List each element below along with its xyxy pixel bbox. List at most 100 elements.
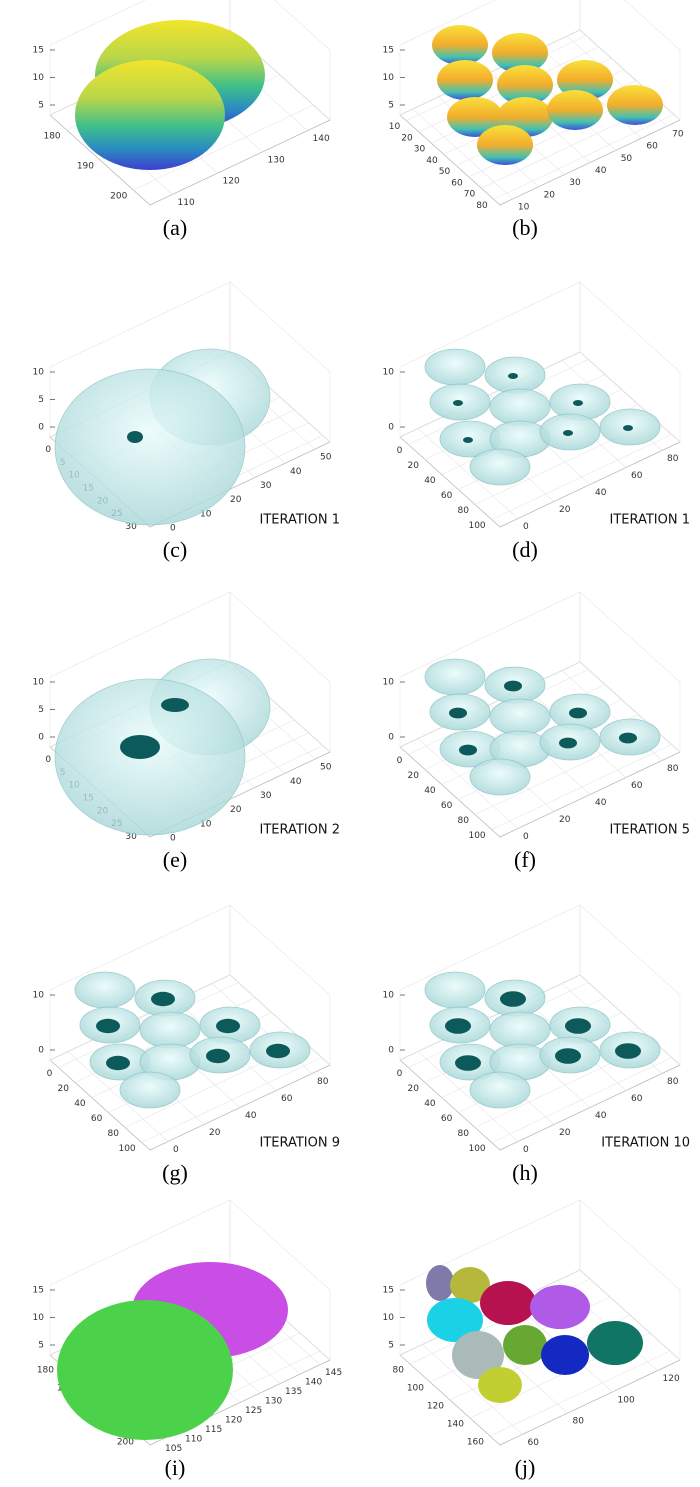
left-tick-label: 60 (441, 801, 453, 811)
blob (503, 1325, 547, 1365)
core (453, 400, 463, 406)
right-tick-label: 40 (245, 1111, 257, 1121)
left-tick-label: 100 (468, 521, 485, 531)
z-tick-label: 10 (33, 368, 45, 378)
right-tick-label: 0 (170, 523, 176, 533)
core (216, 1019, 240, 1033)
core (508, 373, 518, 379)
right-tick-label: 115 (205, 1425, 222, 1435)
axis-wall (400, 592, 580, 747)
right-tick-label: 50 (320, 763, 332, 773)
z-tick-label: 10 (33, 991, 45, 1001)
z-tick-label: 0 (38, 1046, 44, 1056)
right-tick-label: 30 (569, 178, 581, 188)
right-tick-label: 40 (595, 166, 607, 176)
right-tick-label: 100 (618, 1395, 635, 1405)
right-tick-label: 30 (260, 791, 272, 801)
blob (470, 1072, 530, 1108)
core (555, 1048, 581, 1064)
left-tick-label: 60 (451, 178, 463, 188)
panel-caption: (e) (163, 847, 187, 872)
left-tick-label: 0 (397, 1069, 403, 1079)
right-tick-label: 120 (663, 1374, 680, 1384)
right-tick-label: 125 (245, 1406, 262, 1416)
z-tick-label: 0 (388, 1046, 394, 1056)
right-tick-label: 130 (265, 1397, 282, 1407)
right-tick-label: 50 (621, 154, 633, 164)
z-tick-label: 10 (383, 73, 395, 83)
core (565, 1018, 591, 1034)
left-tick-label: 60 (91, 1114, 103, 1124)
z-tick-label: 5 (38, 395, 44, 405)
right-tick-label: 20 (544, 190, 556, 200)
axis-wall (50, 905, 230, 1060)
blob (541, 1335, 589, 1375)
blob (477, 125, 533, 165)
blob (120, 735, 160, 759)
blob (490, 699, 550, 735)
right-tick-label: 80 (667, 764, 679, 774)
left-tick-label: 40 (426, 156, 438, 166)
left-tick-label: 20 (401, 133, 413, 143)
core (504, 681, 522, 692)
right-tick-label: 0 (523, 1145, 529, 1155)
panel-caption: (g) (162, 1160, 188, 1185)
blob (426, 1265, 454, 1301)
z-tick-label: 15 (33, 46, 44, 56)
blob (127, 431, 143, 443)
z-tick-label: 10 (383, 678, 395, 688)
left-tick-label: 100 (468, 1144, 485, 1154)
right-tick-label: 60 (646, 142, 658, 152)
left-tick-label: 50 (439, 167, 451, 177)
right-tick-label: 40 (595, 798, 607, 808)
blob (607, 85, 663, 125)
z-tick-label: 5 (38, 1341, 44, 1351)
left-tick-label: 190 (77, 162, 94, 172)
left-tick-label: 0 (45, 755, 51, 765)
panel-caption: (h) (512, 1160, 538, 1185)
z-tick-label: 10 (383, 1313, 395, 1323)
core (106, 1056, 130, 1070)
right-tick-label: 140 (305, 1378, 322, 1388)
right-tick-label: 105 (165, 1444, 182, 1454)
z-tick-label: 5 (38, 101, 44, 111)
blob (425, 972, 485, 1008)
core (619, 733, 637, 744)
panel-caption: (j) (515, 1455, 536, 1480)
left-tick-label: 40 (74, 1099, 86, 1109)
left-tick-label: 80 (458, 1129, 470, 1139)
right-tick-label: 120 (223, 177, 240, 187)
blob (490, 389, 550, 425)
core (569, 708, 587, 719)
z-tick-label: 0 (388, 423, 394, 433)
left-tick-label: 80 (476, 201, 488, 211)
left-tick-label: 80 (458, 816, 470, 826)
right-tick-label: 80 (317, 1077, 329, 1087)
right-tick-label: 60 (631, 781, 643, 791)
left-tick-label: 140 (447, 1420, 464, 1430)
right-tick-label: 0 (173, 1145, 179, 1155)
axis-wall (400, 282, 580, 437)
left-tick-label: 60 (441, 491, 453, 501)
right-tick-label: 135 (285, 1387, 302, 1397)
blob (587, 1321, 643, 1365)
panel-caption: (c) (163, 537, 187, 562)
left-tick-label: 80 (458, 506, 470, 516)
left-tick-label: 80 (393, 1366, 405, 1376)
blob (432, 25, 488, 65)
blob (161, 698, 189, 712)
right-tick-label: 20 (209, 1128, 221, 1138)
right-tick-label: 60 (281, 1094, 293, 1104)
blob (530, 1285, 590, 1329)
right-tick-label: 40 (290, 467, 302, 477)
core (445, 1018, 471, 1034)
right-tick-label: 0 (170, 833, 176, 843)
right-tick-label: 60 (631, 471, 643, 481)
left-tick-label: 180 (43, 132, 60, 142)
blob (140, 1012, 200, 1048)
right-tick-label: 80 (667, 454, 679, 464)
right-tick-label: 140 (313, 134, 330, 144)
core (459, 745, 477, 756)
right-tick-label: 20 (230, 805, 242, 815)
blob (480, 1281, 536, 1325)
